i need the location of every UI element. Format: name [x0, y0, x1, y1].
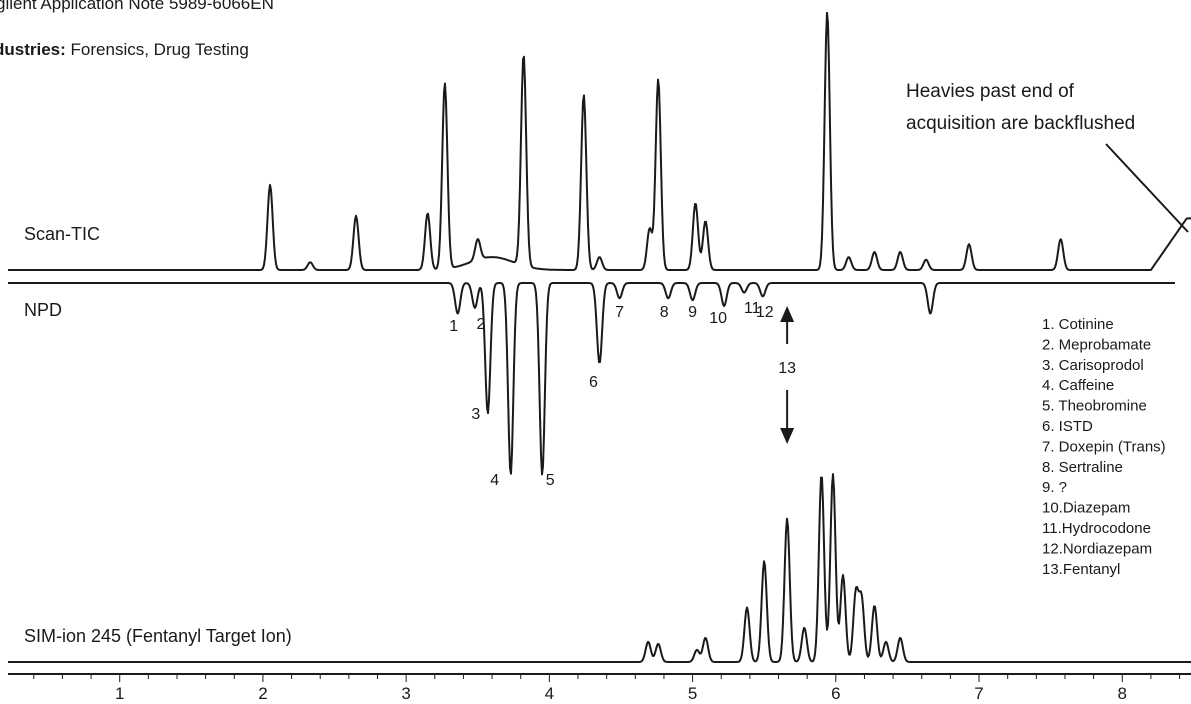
legend-item: 7. Doxepin (Trans) [1042, 438, 1166, 455]
legend-item: 6. ISTD [1042, 418, 1093, 435]
trace-2 [8, 473, 1191, 663]
legend-item: 9. ? [1042, 479, 1067, 496]
x-tick-label: 1 [115, 684, 124, 703]
x-tick-label: 8 [1118, 684, 1127, 703]
x-tick-label: 4 [545, 684, 554, 703]
legend-item: 4. Caffeine [1042, 377, 1114, 394]
peak-label-8: 8 [660, 304, 669, 321]
x-tick-label: 2 [258, 684, 267, 703]
legend-item: 10.Diazepam [1042, 500, 1130, 517]
annotation-line: Heavies past end of [906, 81, 1075, 102]
peak-label-7: 7 [615, 304, 624, 321]
peak-label-5: 5 [546, 472, 555, 489]
industries-label: dustries: [0, 40, 66, 59]
peak-label-12: 12 [756, 304, 774, 321]
trace-label: NPD [24, 300, 62, 320]
peak-label-9: 9 [688, 304, 697, 321]
annotation-line: acquisition are backflushed [906, 113, 1135, 134]
trace-0 [8, 11, 1191, 271]
legend-item: 2. Meprobamate [1042, 336, 1151, 353]
industries-line: dustries: Forensics, Drug Testing [0, 40, 249, 60]
legend-item: 13.Fentanyl [1042, 561, 1120, 578]
marker-13-down-arrow [780, 428, 795, 444]
peak-label-11: 11 [744, 300, 761, 317]
peak-label-1: 1 [449, 318, 458, 335]
legend-item: 11.Hydrocodone [1042, 520, 1151, 537]
industries-value: Forensics, Drug Testing [70, 40, 249, 59]
legend-item: 5. Theobromine [1042, 398, 1147, 415]
legend-item: 8. Sertraline [1042, 459, 1123, 476]
peak-label-10: 10 [709, 310, 727, 327]
legend-item: 12.Nordiazepam [1042, 540, 1152, 557]
x-tick-label: 7 [974, 684, 983, 703]
peak-label-3: 3 [471, 406, 480, 423]
peak-label-2: 2 [476, 316, 485, 333]
x-tick-label: 5 [688, 684, 697, 703]
annotation-pointer [1105, 143, 1189, 233]
legend-item: 3. Carisoprodol [1042, 357, 1144, 374]
application-note-label: gilent Application Note 5989-6066EN [0, 0, 274, 13]
peak-label-4: 4 [490, 472, 499, 489]
peak-label-6: 6 [589, 374, 598, 391]
legend-item: 1. Cotinine [1042, 316, 1114, 333]
peak-label-13: 13 [778, 360, 796, 377]
x-tick-label: 3 [401, 684, 410, 703]
trace-label: Scan-TIC [24, 224, 100, 244]
x-tick-label: 6 [831, 684, 840, 703]
trace-label: SIM-ion 245 (Fentanyl Target Ion) [24, 626, 292, 646]
marker-13-up-arrow [780, 306, 795, 322]
trace-1 [8, 282, 1175, 476]
